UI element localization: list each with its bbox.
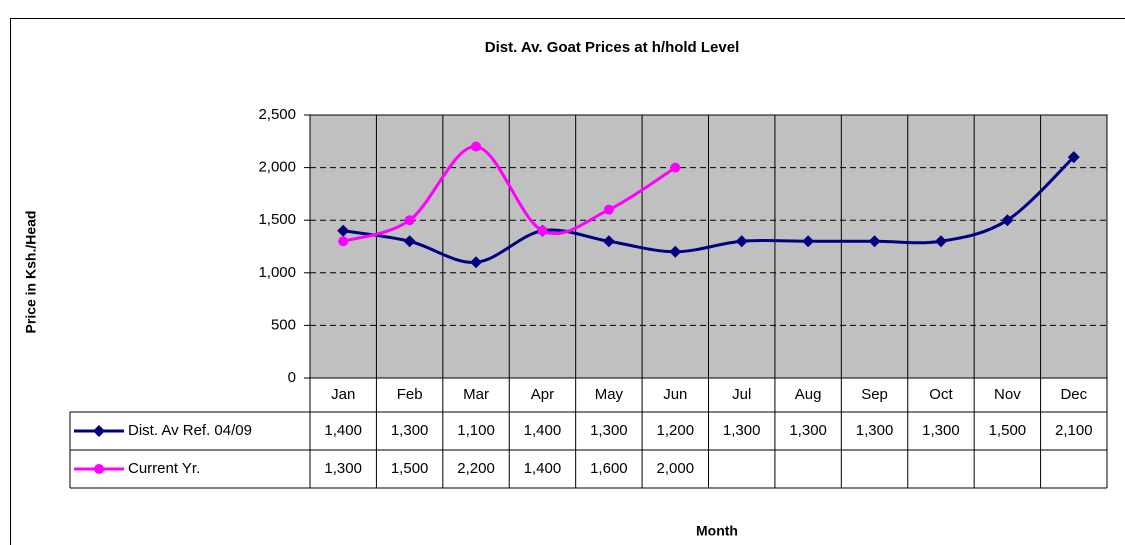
y-tick-label: 2,000 [258,159,296,176]
chart-title: Dist. Av. Goat Prices at h/hold Level [485,39,740,56]
table-value: 1,300 [856,422,894,439]
data-point [403,235,416,248]
x-tick-label: Nov [994,386,1021,403]
data-point [404,215,415,226]
table-value: 1,400 [324,422,362,439]
table-value: 2,000 [657,460,695,477]
table-value: 1,600 [590,460,628,477]
table-value: 1,400 [524,460,562,477]
data-point [735,235,748,248]
legend-label: Dist. Av Ref. 04/09 [128,422,252,439]
x-tick-label: Jul [732,386,751,403]
x-tick-label: Jan [331,386,355,403]
y-axis-label: Price in Ksh./Head [23,211,39,334]
data-point [670,162,681,173]
x-tick-label: May [595,386,624,403]
data-point [1067,151,1080,164]
table-value: 1,200 [657,422,695,439]
data-point [537,225,548,236]
x-tick-label: Aug [795,386,822,403]
table-value: 1,100 [457,422,495,439]
data-point [337,224,350,237]
table-value: 1,300 [391,422,429,439]
table-value: 1,300 [324,460,362,477]
y-tick-label: 500 [271,316,296,333]
data-point [669,245,682,258]
y-tick-label: 0 [288,369,296,386]
data-point [470,256,483,269]
data-point [338,236,349,247]
legend-marker [93,425,105,437]
x-tick-label: Mar [463,386,489,403]
data-point [934,235,947,248]
y-tick-label: 1,000 [258,264,296,281]
x-tick-label: Sep [861,386,888,403]
x-axis-label: Month [696,523,738,539]
y-tick-label: 1,500 [258,211,296,228]
data-point [471,141,482,152]
data-point [603,204,614,215]
data-point [802,235,815,248]
legend-label: Current Yr. [128,460,200,477]
data-point [868,235,881,248]
x-tick-label: Dec [1060,386,1087,403]
table-value: 2,100 [1055,422,1093,439]
table-value: 1,400 [524,422,562,439]
y-tick-label: 2,500 [258,106,296,123]
x-tick-label: Feb [397,386,423,403]
table-value: 1,300 [723,422,761,439]
data-point [602,235,615,248]
x-tick-label: Jun [663,386,687,403]
table-value: 1,300 [789,422,827,439]
table-value: 1,500 [391,460,429,477]
table-value: 2,200 [457,460,495,477]
x-tick-label: Oct [929,386,953,403]
legend-marker [94,464,104,474]
x-tick-label: Apr [531,386,554,403]
table-value: 1,300 [590,422,628,439]
table-value: 1,300 [922,422,960,439]
data-point [1001,214,1014,227]
table-value: 1,500 [989,422,1027,439]
